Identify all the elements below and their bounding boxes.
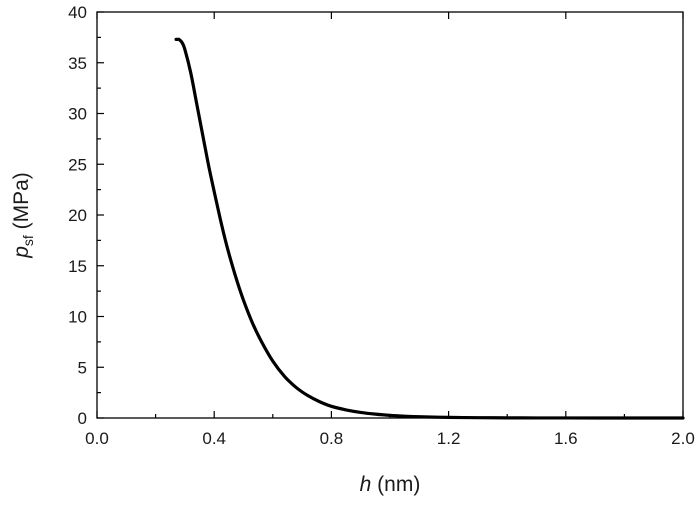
x-tick-label: 0.0 <box>85 429 109 448</box>
x-tick-label: 2.0 <box>671 429 695 448</box>
y-tick-label: 0 <box>78 409 87 428</box>
plot-area: 0.0 0.4 0.8 1.2 1.6 2.0 0 5 10 15 20 25 30 35 40 <box>68 3 695 448</box>
y-tick-label: 5 <box>78 358 87 377</box>
y-tick-label: 10 <box>68 308 87 327</box>
plot-frame <box>96 11 684 419</box>
y-ticks <box>97 11 104 419</box>
x-tick-label: 0.4 <box>202 429 226 448</box>
x-tick-label: 0.8 <box>320 429 344 448</box>
x-tick-label: 1.6 <box>554 429 578 448</box>
x-axis-title: h (nm) <box>360 473 421 496</box>
y-tick-label: 30 <box>68 105 87 124</box>
curve-layer <box>174 37 685 420</box>
x-ticks <box>96 12 684 418</box>
y-tick-label: 15 <box>68 257 87 276</box>
x-tick-labels: 0.0 0.4 0.8 1.2 1.6 2.0 <box>85 429 695 448</box>
y-tick-label: 25 <box>68 155 87 174</box>
y-axis-title: psf (MPa) <box>10 172 36 259</box>
series-line <box>174 37 685 420</box>
x-tick-label: 1.2 <box>437 429 461 448</box>
y-tick-label: 40 <box>68 3 87 22</box>
y-tick-label: 35 <box>68 54 87 73</box>
y-tick-label: 20 <box>68 206 87 225</box>
y-tick-labels: 0 5 10 15 20 25 30 35 40 <box>68 3 87 428</box>
